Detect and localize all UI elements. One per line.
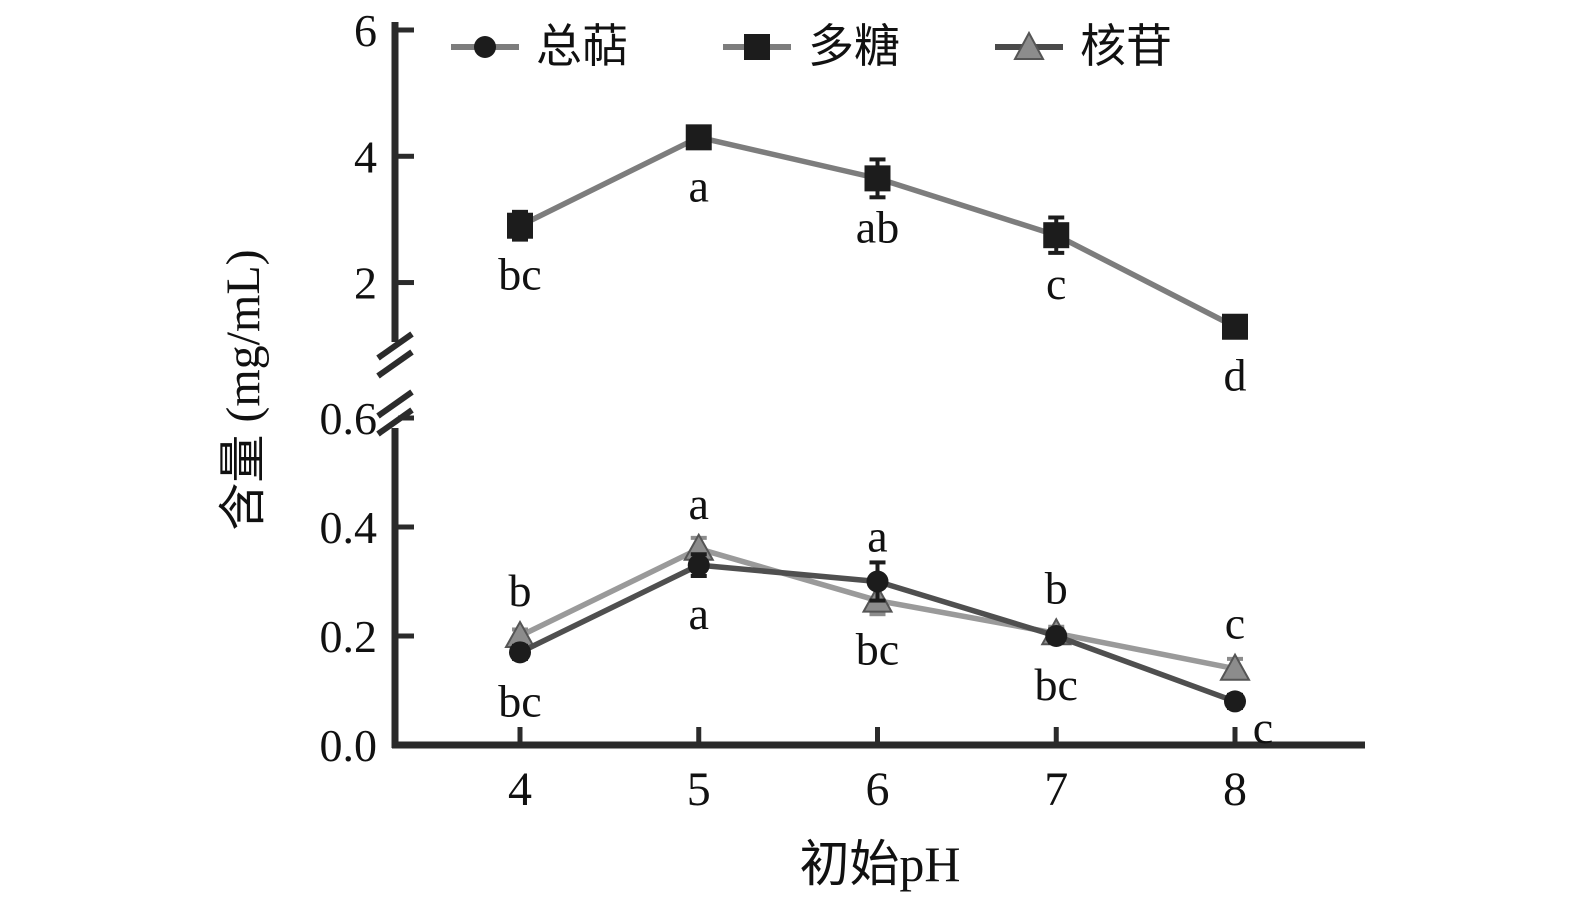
legend: 总萜 多糖 核苷 — [448, 24, 1172, 70]
data-point-marker — [1219, 652, 1251, 681]
significance-label: b — [509, 565, 532, 616]
x-axis-title: 初始pH — [799, 836, 961, 892]
y-tick-label: 0.6 — [320, 393, 378, 444]
significance-label: c — [1046, 258, 1066, 309]
y-tick-label: 6 — [354, 5, 377, 56]
significance-label: c — [1225, 598, 1245, 649]
circle-marker-icon — [451, 36, 519, 58]
data-point-marker — [864, 165, 891, 192]
significance-label: bc — [856, 624, 899, 675]
legend-item-total-terpenes: 总萜 — [448, 24, 628, 70]
data-point-marker — [1043, 222, 1070, 249]
data-point-marker — [687, 554, 710, 577]
significance-label: a — [689, 160, 709, 211]
y-tick-label: 2 — [354, 258, 377, 309]
x-tick-label: 4 — [508, 763, 532, 816]
data-point-marker — [1224, 690, 1246, 713]
significance-label: b — [1045, 562, 1068, 613]
y-tick-label: 0.2 — [320, 611, 378, 662]
axis-break-mark — [376, 407, 414, 437]
data-point-marker — [509, 641, 531, 664]
axis-break-mark — [376, 389, 414, 419]
significance-label: bc — [498, 675, 541, 726]
data-point-marker — [507, 212, 533, 239]
y-tick-label: 0.0 — [320, 720, 378, 771]
y-axis-title: 含量 (mg/mL) — [217, 249, 270, 531]
legend-label-polysaccharide: 多糖 — [808, 21, 900, 72]
legend-label-nucleoside: 核苷 — [1080, 21, 1172, 72]
significance-label: a — [867, 511, 887, 562]
x-tick-label: 7 — [1044, 763, 1068, 816]
data-point-marker — [1222, 313, 1248, 340]
x-tick-label: 6 — [866, 763, 890, 816]
data-point-marker — [1045, 625, 1068, 647]
significance-label: c — [1253, 702, 1273, 753]
legend-item-nucleoside: 核苷 — [992, 24, 1172, 70]
significance-label: bc — [1035, 659, 1078, 710]
x-tick-label: 8 — [1223, 763, 1247, 816]
significance-label: a — [689, 588, 709, 639]
y-tick-label: 0.4 — [320, 502, 378, 553]
significance-label: d — [1224, 350, 1247, 401]
triangle-marker-icon — [995, 30, 1063, 60]
axis-break-mark — [376, 331, 414, 361]
legend-label-total-terpenes: 总萜 — [536, 21, 628, 72]
significance-label: ab — [856, 201, 899, 252]
y-tick-label: 4 — [354, 131, 377, 182]
data-point-marker — [685, 124, 712, 151]
legend-item-polysaccharide: 多糖 — [720, 24, 900, 70]
significance-label: bc — [498, 249, 541, 300]
x-tick-label: 5 — [687, 763, 711, 816]
axis-break-mark — [376, 349, 414, 379]
significance-label: a — [689, 478, 709, 529]
data-point-marker — [866, 570, 889, 593]
square-marker-icon — [723, 34, 791, 60]
